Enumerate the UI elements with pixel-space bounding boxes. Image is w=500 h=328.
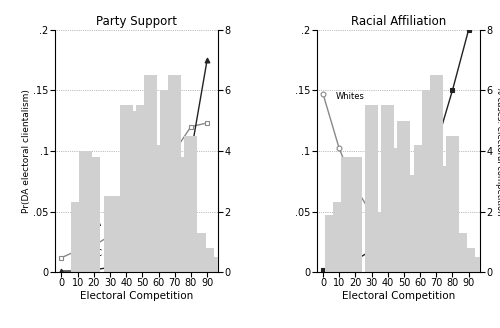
Bar <box>136 105 149 272</box>
Bar <box>168 75 181 272</box>
Bar <box>120 105 132 272</box>
Title: Party Support: Party Support <box>96 15 177 28</box>
Bar <box>470 257 483 272</box>
Bar <box>406 175 418 272</box>
Bar <box>422 90 434 272</box>
Bar <box>454 233 467 272</box>
Bar <box>209 257 222 272</box>
Bar <box>390 148 402 272</box>
Bar <box>112 196 124 272</box>
Bar <box>373 212 386 272</box>
Bar <box>80 151 92 272</box>
Bar <box>71 202 84 272</box>
Bar <box>332 202 345 272</box>
Bar <box>414 145 426 272</box>
Bar <box>200 248 213 272</box>
Bar <box>365 105 378 272</box>
Text: DA supporters: DA supporters <box>89 219 149 228</box>
Bar <box>176 157 190 272</box>
Bar <box>128 112 141 272</box>
Bar <box>152 145 165 272</box>
Y-axis label: % cases: electoral competition: % cases: electoral competition <box>494 86 500 215</box>
Bar <box>324 215 338 272</box>
X-axis label: Electoral Competition: Electoral Competition <box>80 291 194 301</box>
Bar <box>398 120 410 272</box>
Bar <box>341 157 354 272</box>
Bar <box>438 166 451 272</box>
Bar <box>446 136 459 272</box>
Text: ANC supporters: ANC supporters <box>84 250 150 258</box>
Bar <box>382 105 394 272</box>
Bar <box>430 75 443 272</box>
Bar <box>144 75 157 272</box>
Bar <box>160 90 173 272</box>
Bar <box>104 196 117 272</box>
Bar <box>184 136 198 272</box>
Bar <box>88 157 101 272</box>
Y-axis label: Pr(DA electoral clientalism): Pr(DA electoral clientalism) <box>22 89 30 213</box>
Bar <box>462 248 475 272</box>
Bar <box>349 157 362 272</box>
Bar <box>192 233 205 272</box>
Title: Racial Affiliation: Racial Affiliation <box>350 15 446 28</box>
X-axis label: Electoral Competition: Electoral Competition <box>342 291 455 301</box>
Text: Whites: Whites <box>336 92 365 101</box>
Text: Blacks: Blacks <box>328 238 355 248</box>
